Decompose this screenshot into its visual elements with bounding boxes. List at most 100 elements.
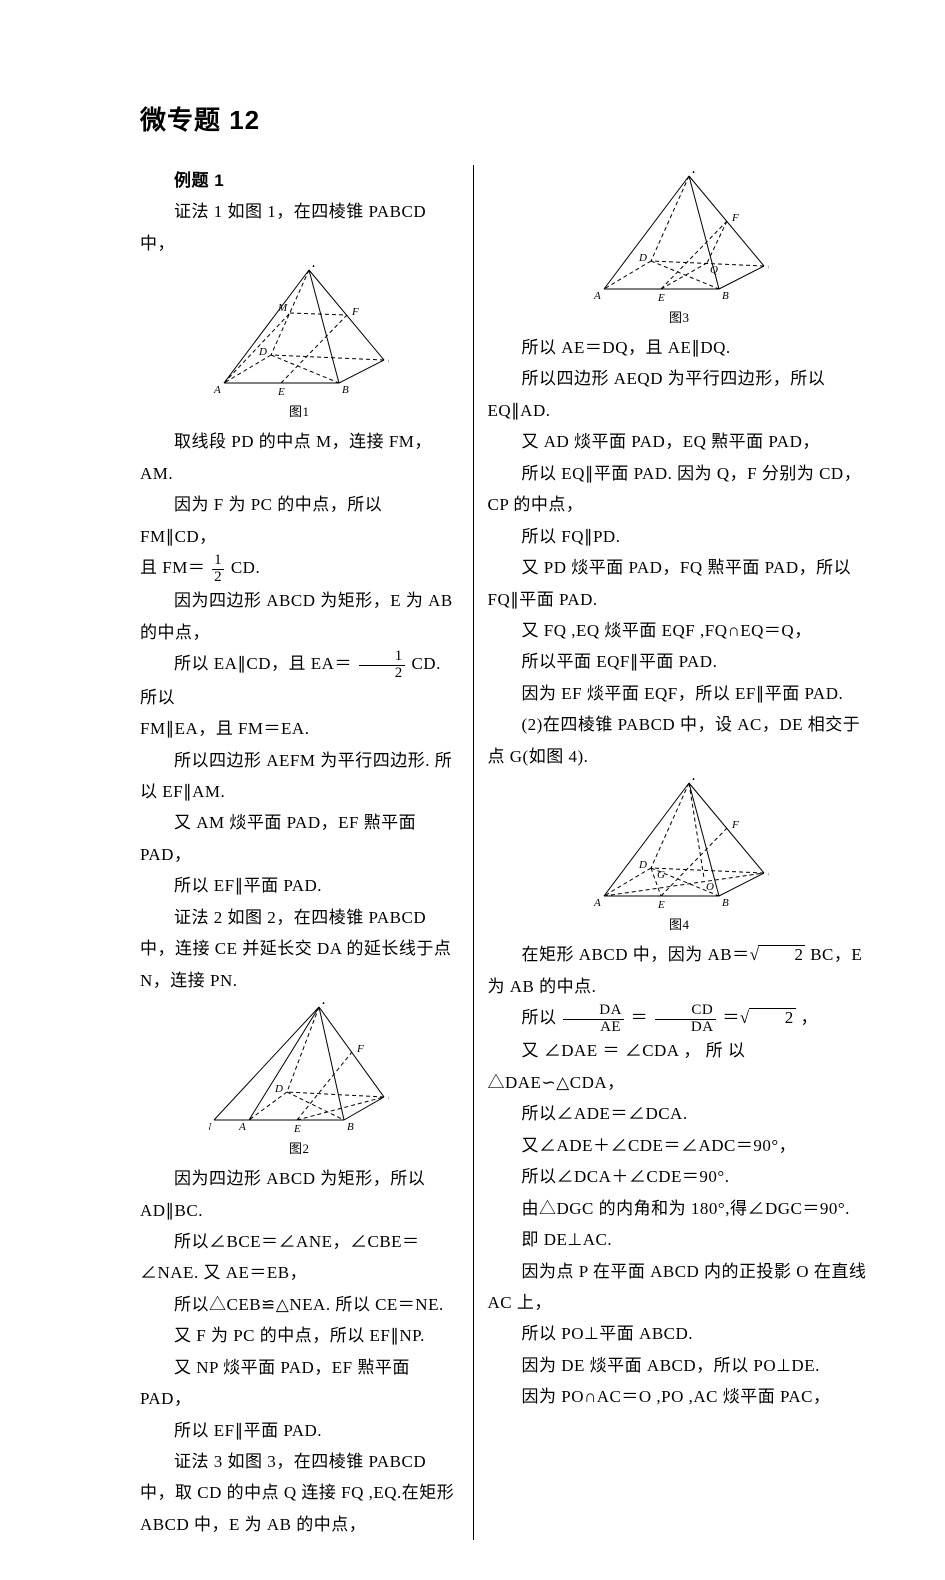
right-line: 所以四边形 AEQD 为平行四边形，所以 EQ∥AD. (488, 363, 872, 426)
text: ， (800, 1008, 818, 1027)
right-line: 即 DE⊥AC. (488, 1224, 872, 1255)
left-line: 证法 2 如图 2，在四棱锥 PABCD 中，连接 CE 并延长交 DA 的延长… (140, 902, 459, 996)
svg-text:B: B (722, 897, 729, 909)
svg-text:Q: Q (710, 264, 718, 276)
left-column: 例题 1 证法 1 如图 1，在四棱锥 PABCD 中， P A B C D E M F 图1… (60, 165, 473, 1540)
right-line: 又 FQ ,EQ 㷋平面 EQF ,FQ∩EQ＝Q， (488, 615, 872, 646)
pyramid-icon: P A B C D E N F (209, 1002, 389, 1137)
right-line: 所以 FQ∥PD. (488, 521, 872, 552)
svg-text:C: C (768, 261, 769, 273)
svg-text:G: G (657, 869, 665, 881)
svg-text:O: O (706, 881, 714, 893)
svg-text:C: C (768, 868, 769, 880)
right-line: 又∠ADE＋∠CDE＝∠ADC＝90°， (488, 1130, 872, 1161)
svg-text:F: F (356, 1043, 364, 1055)
svg-text:E: E (293, 1123, 301, 1135)
text: ＝ (722, 1008, 740, 1027)
left-line: 且 FM＝ 12 CD. (140, 552, 459, 585)
figure-1: P A B C D E M F 图1 (140, 265, 459, 424)
fraction: 12 (359, 649, 405, 682)
svg-text:B: B (347, 1121, 354, 1133)
left-line: FM∥EA，且 FM＝EA. (140, 713, 459, 744)
text: CD. (231, 558, 260, 577)
fraction: DAAE (563, 1003, 624, 1036)
text: 因为 F 为 PC 的中点，所以 FM∥CD， (140, 495, 382, 545)
right-line: 在矩形 ABCD 中，因为 AB＝√2 BC，E 为 AB 的中点. (488, 939, 872, 1002)
svg-text:F: F (351, 306, 359, 318)
left-line: 又 F 为 PC 的中点，所以 EF∥NP. (140, 1320, 459, 1351)
svg-text:A: A (213, 384, 221, 396)
right-line: 因为 EF 㷋平面 EQF，所以 EF∥平面 PAD. (488, 678, 872, 709)
right-line: 所以∠DCA＋∠CDE＝90°. (488, 1161, 872, 1192)
figure-4-label: 图4 (488, 913, 872, 937)
figure-3-label: 图3 (488, 306, 872, 330)
left-line: 所以 EF∥平面 PAD. (140, 1415, 459, 1446)
right-line: 所以 AE＝DQ，且 AE∥DQ. (488, 332, 872, 363)
svg-text:D: D (638, 252, 647, 264)
svg-text:N: N (209, 1121, 212, 1133)
left-line: 所以∠BCE＝∠ANE，∠CBE＝∠NAE. 又 AE＝EB， (140, 1226, 459, 1289)
figure-4: P A B C D E G O F 图4 (488, 778, 872, 937)
example-label: 例题 1 (140, 165, 459, 196)
pyramid-icon: P A B C D E M F (209, 265, 389, 400)
text: ＝ (631, 1008, 649, 1027)
left-line: 因为 F 为 PC 的中点，所以 FM∥CD， (140, 489, 459, 552)
right-line: 又 ∠DAE ＝ ∠CDA ， 所 以 △DAE∽△CDA， (488, 1035, 872, 1098)
pyramid-icon: P A B C D E G O F (589, 778, 769, 913)
left-line: 所以 EA∥CD，且 EA＝ 12 CD. 所以 (140, 648, 459, 713)
figure-3: P A B C D E Q F 图3 (488, 171, 872, 330)
left-line: 取线段 PD 的中点 M，连接 FM，AM. (140, 426, 459, 489)
left-line: 因为四边形 ABCD 为矩形，E 为 AB 的中点， (140, 585, 459, 648)
svg-text:E: E (657, 899, 665, 911)
svg-text:F: F (731, 212, 739, 224)
left-line: 所以四边形 AEFM 为平行四边形. 所以 EF∥AM. (140, 745, 459, 808)
left-line: 因为四边形 ABCD 为矩形，所以 AD∥BC. (140, 1163, 459, 1226)
svg-text:C: C (388, 355, 389, 367)
svg-text:P: P (691, 778, 699, 783)
figure-2-label: 图2 (140, 1137, 459, 1161)
left-line: 所以△CEB≌△NEA. 所以 CE＝NE. (140, 1289, 459, 1320)
right-line: 因为点 P 在平面 ABCD 内的正投影 O 在直线 AC 上， (488, 1256, 872, 1319)
svg-text:P: P (311, 265, 319, 270)
svg-text:B: B (342, 384, 349, 396)
sqrt: 2 (758, 945, 805, 965)
svg-text:B: B (722, 290, 729, 302)
svg-text:D: D (274, 1083, 283, 1095)
text: 在矩形 ABCD 中，因为 AB＝ (522, 945, 750, 964)
left-line: 所以 EF∥平面 PAD. (140, 870, 459, 901)
figure-1-label: 图1 (140, 400, 459, 424)
fraction: CDDA (655, 1003, 716, 1036)
text: 所以 EA∥CD，且 EA＝ (174, 654, 352, 673)
page-title: 微专题 12 (140, 100, 885, 137)
left-line: 又 AM 㷋平面 PAD，EF 㸃平面 PAD， (140, 807, 459, 870)
right-line: 所以平面 EQF∥平面 PAD. (488, 646, 872, 677)
right-line: 又 PD 㷋平面 PAD，FQ 㸃平面 PAD，所以 FQ∥平面 PAD. (488, 552, 872, 615)
right-column: P A B C D E Q F 图3 所以 AE＝DQ，且 AE∥DQ. 所以四边形 AEQD… (473, 165, 886, 1540)
left-line: 证法 3 如图 3，在四棱锥 PABCD 中，取 CD 的中点 Q 连接 FQ … (140, 1446, 459, 1540)
text: 且 FM＝ (140, 558, 205, 577)
svg-text:P: P (321, 1002, 329, 1007)
left-line: 又 NP 㷋平面 PAD，EF 㸃平面 PAD， (140, 1352, 459, 1415)
right-line: 所以∠ADE＝∠DCA. (488, 1098, 872, 1129)
svg-text:E: E (277, 386, 285, 398)
right-line: 由△DGC 的内角和为 180°,得∠DGC＝90°. (488, 1193, 872, 1224)
svg-text:A: A (238, 1121, 246, 1133)
sqrt: 2 (749, 1008, 796, 1028)
svg-text:C: C (388, 1092, 389, 1104)
svg-text:A: A (593, 290, 601, 302)
pyramid-icon: P A B C D E Q F (589, 171, 769, 306)
svg-text:D: D (638, 859, 647, 871)
page: 微专题 12 例题 1 证法 1 如图 1，在四棱锥 PABCD 中， P A B C… (0, 0, 945, 1580)
text: 所以 (522, 1008, 557, 1027)
svg-text:E: E (657, 292, 665, 304)
right-line: 因为 PO∩AC＝O ,PO ,AC 㷋平面 PAC， (488, 1381, 872, 1412)
svg-text:A: A (593, 897, 601, 909)
right-line: 因为 DE 㷋平面 ABCD，所以 PO⊥DE. (488, 1350, 872, 1381)
svg-text:F: F (731, 819, 739, 831)
two-column-layout: 例题 1 证法 1 如图 1，在四棱锥 PABCD 中， P A B C D E M F 图1… (60, 165, 885, 1540)
svg-text:D: D (258, 346, 267, 358)
svg-text:P: P (691, 171, 699, 176)
svg-text:M: M (277, 302, 288, 314)
left-line: 证法 1 如图 1，在四棱锥 PABCD 中， (140, 196, 459, 259)
fraction: 12 (212, 553, 224, 586)
